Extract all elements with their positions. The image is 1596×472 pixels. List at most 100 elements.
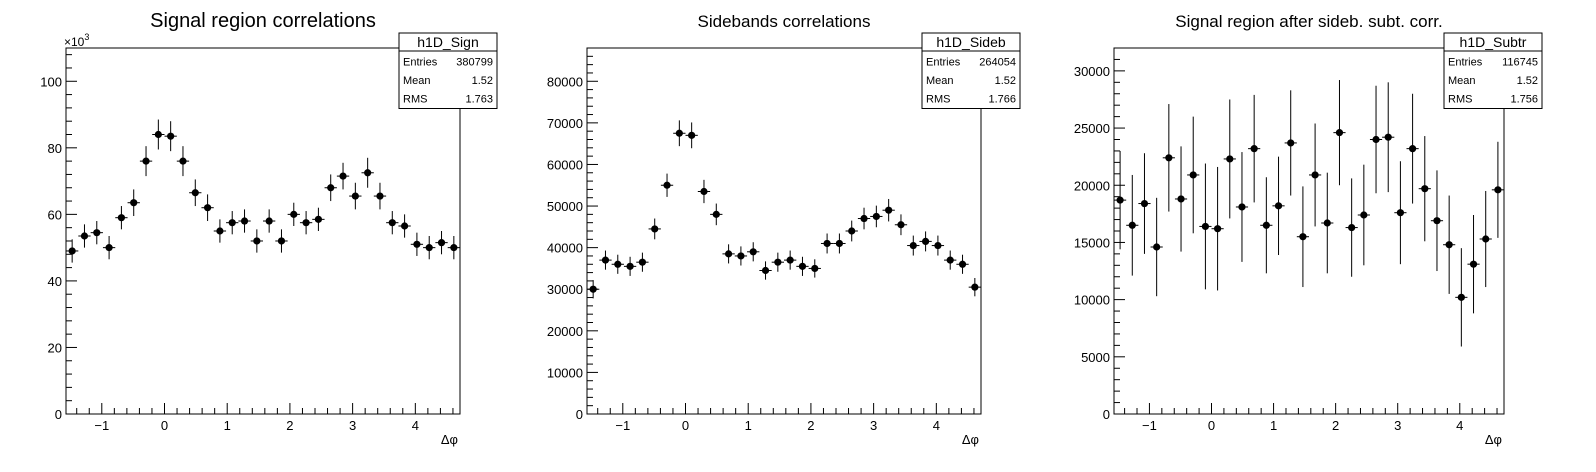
x-tick-label: 0 xyxy=(1208,418,1215,433)
x-tick-label: −1 xyxy=(94,418,109,433)
data-point xyxy=(413,240,421,248)
data-point xyxy=(130,199,138,207)
x-tick-label: 3 xyxy=(1394,418,1401,433)
data-point xyxy=(117,214,126,222)
data-point xyxy=(688,131,696,139)
data-point xyxy=(724,250,733,258)
data-point xyxy=(946,256,954,264)
y-tick-label: 40 xyxy=(48,274,62,289)
data-point xyxy=(651,225,659,233)
data-point xyxy=(1287,139,1295,147)
data-point xyxy=(203,204,212,212)
data-point xyxy=(811,264,819,273)
stats-box xyxy=(921,32,1021,109)
data-point xyxy=(638,258,647,266)
data-point xyxy=(1165,154,1173,162)
y-tick-label: 60000 xyxy=(547,157,583,172)
data-point xyxy=(450,244,458,252)
y-tick-label: 0 xyxy=(576,407,583,422)
data-point xyxy=(228,219,236,227)
data-point xyxy=(1335,129,1344,137)
stats-row-label: Mean xyxy=(1448,75,1476,87)
x-tick-label: 3 xyxy=(349,418,356,433)
data-point xyxy=(872,212,880,221)
data-point xyxy=(351,192,359,200)
data-point xyxy=(142,157,150,165)
data-point xyxy=(425,244,433,252)
x-tick-label: 1 xyxy=(745,418,752,433)
y-tick-label: 0 xyxy=(55,407,62,422)
data-point xyxy=(663,181,671,189)
data-point xyxy=(934,241,942,250)
x-tick-label: 2 xyxy=(807,418,814,433)
data-point xyxy=(1311,171,1319,179)
data-point xyxy=(1421,185,1429,193)
data-point xyxy=(314,215,323,223)
data-point xyxy=(437,239,446,247)
stats-box xyxy=(1443,32,1543,109)
data-point xyxy=(614,260,622,268)
data-point xyxy=(897,221,905,229)
x-axis-label: Δφ xyxy=(441,432,458,447)
y-tick-label: 80 xyxy=(48,141,62,156)
stats-row-value: 264054 xyxy=(979,57,1016,69)
data-point xyxy=(1469,260,1478,268)
data-point xyxy=(93,229,101,237)
data-point xyxy=(154,130,162,139)
data-point xyxy=(277,237,286,245)
data-point xyxy=(712,210,720,218)
data-point xyxy=(179,157,187,165)
data-point xyxy=(971,283,979,291)
y-tick-label: 0 xyxy=(1103,407,1110,422)
stats-row-label: RMS xyxy=(403,94,427,106)
y-tick-label: 20 xyxy=(48,340,62,355)
data-point xyxy=(1494,186,1502,194)
stats-row-value: 1.756 xyxy=(1510,94,1538,106)
y-tick-label: 20000 xyxy=(547,324,583,339)
data-point xyxy=(823,239,831,248)
data-point xyxy=(1226,155,1234,163)
data-point xyxy=(1201,222,1210,231)
data-point xyxy=(848,227,856,235)
data-point xyxy=(885,206,893,214)
data-point xyxy=(400,222,409,230)
stats-row-label: RMS xyxy=(926,94,950,106)
data-point xyxy=(1408,145,1417,153)
y-tick-label: 30000 xyxy=(547,282,583,297)
y-tick-label: 80000 xyxy=(547,74,583,89)
data-point xyxy=(737,252,745,260)
y-tick-label: 25000 xyxy=(1074,121,1110,136)
stats-row-label: Entries xyxy=(1448,57,1483,69)
x-tick-label: 4 xyxy=(933,418,940,433)
data-point xyxy=(80,232,89,240)
data-point xyxy=(1238,203,1246,211)
stats-box xyxy=(398,32,498,109)
stats-row-value: 1.52 xyxy=(995,75,1016,87)
y-tick-label: 15000 xyxy=(1074,235,1110,250)
plot-frame xyxy=(65,47,461,415)
data-point xyxy=(1445,241,1453,249)
stats-histogram-name: h1D_Subtr xyxy=(1460,34,1527,50)
data-point xyxy=(1177,195,1185,203)
stats-row-label: Mean xyxy=(403,75,431,87)
data-point xyxy=(253,237,261,245)
panel-subtracted: Signal region after sideb. subt. corr. −1… xyxy=(1074,12,1543,447)
data-point xyxy=(1250,145,1258,153)
data-point xyxy=(626,262,634,270)
stats-row-label: Entries xyxy=(403,57,438,69)
data-point xyxy=(786,256,794,264)
data-point xyxy=(167,132,175,140)
data-point xyxy=(1396,209,1405,217)
data-point xyxy=(761,266,770,275)
data-point xyxy=(302,219,310,227)
stats-row-value: 1.52 xyxy=(472,75,493,87)
data-point xyxy=(798,262,807,270)
data-point xyxy=(835,239,844,248)
x-tick-label: 0 xyxy=(682,418,689,433)
data-point xyxy=(921,237,930,245)
x-tick-label: 0 xyxy=(161,418,168,433)
data-point xyxy=(1433,217,1441,225)
data-point xyxy=(1116,196,1124,204)
y-tick-label: 5000 xyxy=(1081,350,1110,365)
